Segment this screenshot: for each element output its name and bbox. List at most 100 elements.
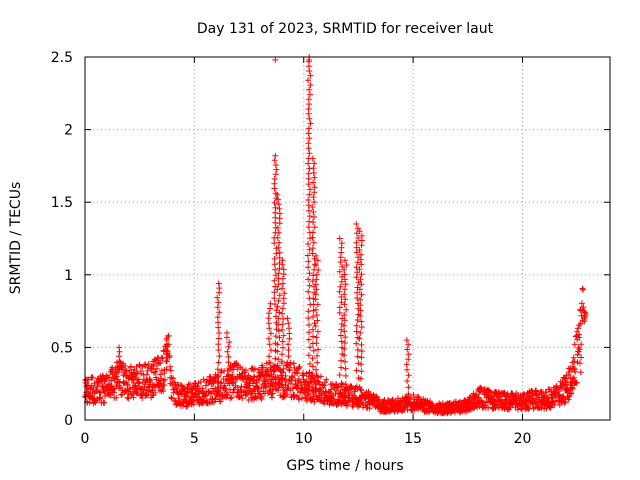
data-point [321, 400, 328, 407]
data-point [309, 355, 316, 362]
data-point [124, 381, 131, 388]
data-point [569, 376, 576, 382]
data-point [189, 386, 196, 393]
data-point [358, 281, 365, 288]
data-point [215, 335, 222, 342]
data-point [214, 384, 221, 391]
data-point [163, 351, 170, 358]
data-point [275, 328, 282, 334]
data-point [314, 257, 321, 264]
data-point [577, 320, 584, 327]
data-point [311, 174, 318, 181]
data-point [279, 326, 286, 333]
data-point [136, 361, 143, 368]
data-point [279, 285, 286, 292]
data-point [272, 162, 279, 168]
data-point [337, 332, 344, 339]
data-point [565, 396, 572, 403]
data-point [267, 366, 274, 373]
data-point [108, 382, 115, 389]
data-point [168, 374, 175, 381]
data-point [266, 310, 272, 317]
x-tick-label: 0 [81, 431, 90, 447]
data-point [338, 240, 345, 247]
data-point [310, 347, 317, 354]
data-point [217, 398, 224, 405]
data-point [305, 170, 312, 177]
data-point [275, 281, 282, 288]
data-point [285, 347, 292, 353]
data-point [356, 384, 363, 391]
data-point [274, 286, 281, 293]
data-point [353, 239, 360, 246]
data-point [310, 219, 316, 226]
data-point [225, 380, 232, 387]
data-point [336, 268, 343, 275]
data-point [322, 379, 329, 386]
data-point [271, 295, 278, 302]
data-point [561, 400, 568, 407]
data-point [356, 335, 363, 342]
data-point [280, 344, 286, 351]
data-point [581, 308, 588, 315]
data-point [313, 252, 319, 259]
data-point [348, 383, 355, 390]
data-point [286, 376, 293, 383]
data-point [306, 322, 312, 328]
data-point [305, 276, 312, 283]
data-point [271, 289, 278, 296]
data-point [353, 264, 360, 271]
data-point [310, 272, 317, 279]
data-point [275, 270, 282, 277]
data-point [305, 352, 312, 359]
data-point [353, 274, 360, 281]
data-point [286, 335, 293, 342]
data-point [289, 385, 296, 392]
data-point [315, 346, 322, 353]
data-point [110, 386, 117, 393]
data-point [224, 392, 231, 399]
data-point [152, 384, 158, 391]
data-point [280, 332, 287, 339]
data-point [305, 308, 312, 315]
data-point [93, 386, 100, 393]
data-point [342, 358, 348, 365]
data-point [271, 277, 278, 284]
data-point [291, 393, 298, 400]
data-point [276, 265, 283, 272]
data-point [357, 307, 364, 314]
data-point [136, 362, 143, 369]
data-point [116, 363, 123, 370]
data-point [228, 394, 235, 401]
data-point [306, 270, 313, 277]
data-point [336, 309, 343, 316]
data-point [163, 341, 170, 348]
data-point [572, 368, 579, 375]
data-point [357, 395, 364, 402]
data-point [143, 392, 150, 399]
data-point [405, 356, 412, 363]
y-tick-label: 2.5 [51, 50, 73, 66]
data-point [305, 207, 312, 214]
data-point [307, 82, 314, 89]
data-point [305, 175, 312, 182]
plot-frame [84, 56, 611, 421]
data-point [270, 386, 277, 393]
data-point [294, 370, 301, 377]
data-point [306, 150, 313, 157]
data-point [358, 232, 365, 239]
data-point [312, 323, 319, 329]
data-point [570, 354, 577, 361]
data-point [307, 91, 313, 98]
data-point [341, 322, 347, 329]
data-point [215, 319, 221, 326]
data-point [215, 341, 222, 348]
data-point [358, 354, 365, 361]
data-point [225, 371, 232, 378]
data-point [314, 359, 321, 366]
data-point [315, 267, 322, 273]
data-point [405, 391, 412, 397]
data-point [153, 365, 160, 372]
data-point [311, 160, 318, 167]
data-point [245, 372, 252, 379]
